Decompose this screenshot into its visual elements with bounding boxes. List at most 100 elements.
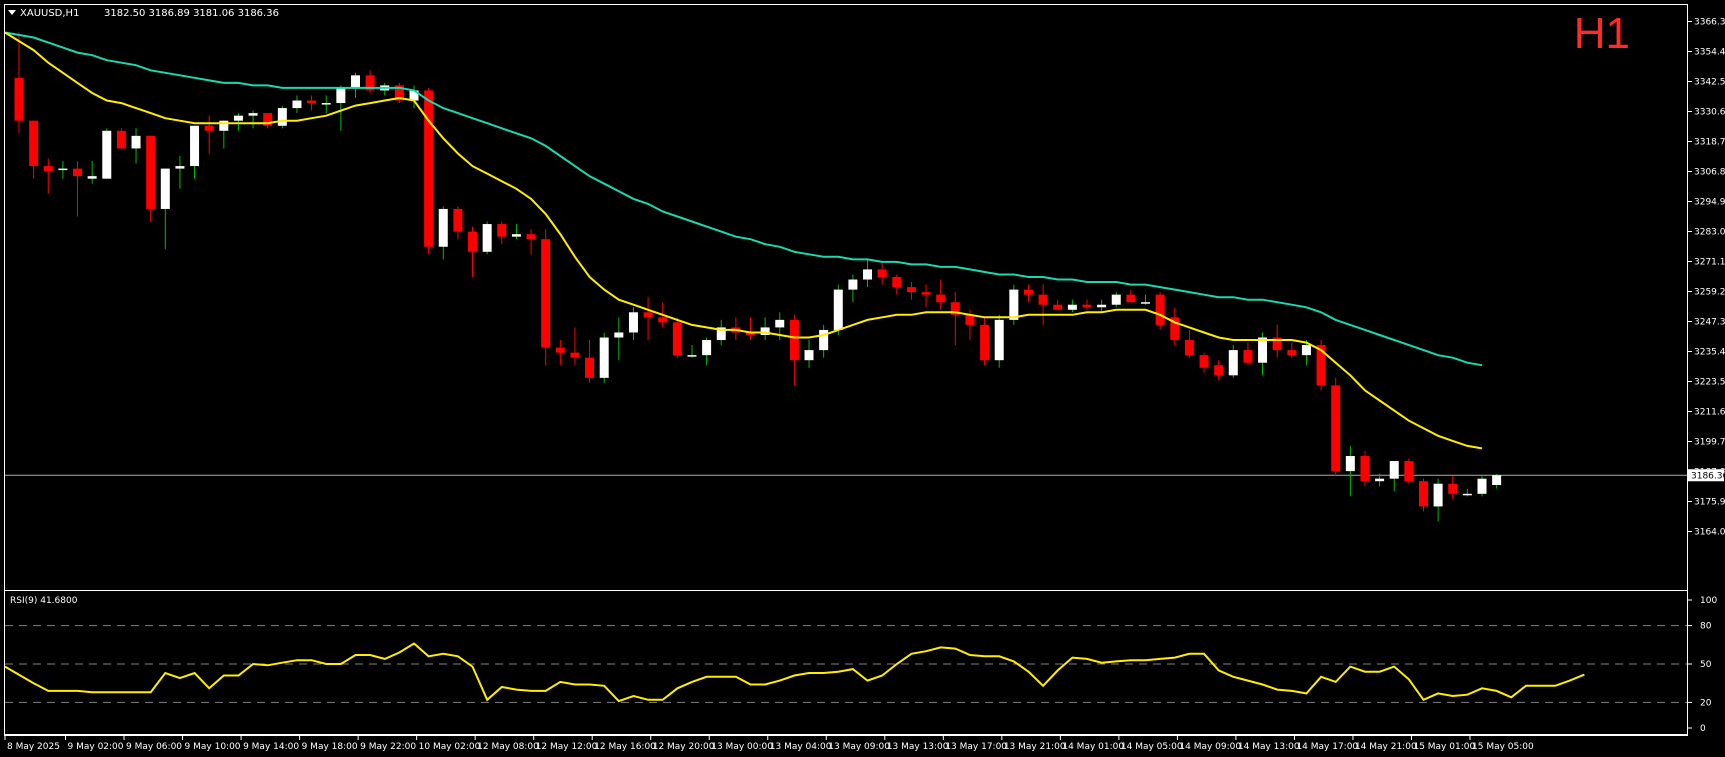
price-axis-ticks: 3366.35 3354.45 3342.55 3330.65 3318.75 3306.… [1687,18,1725,538]
rsi-tick-label: 80 [1700,622,1712,632]
price-tick-label: 3271.15 [1694,258,1725,268]
price-tick-label: 3318.75 [1694,138,1725,148]
time-axis-ticks: 8 May 2025 9 May 02:00 9 May 06:00 9 May 10… [4,735,1534,752]
candle-bear [1448,483,1458,494]
time-tick-label: 15 May 01:00 [1413,742,1475,752]
candle-bear [365,75,375,91]
candle-bull [702,340,712,356]
price-tick-label: 3306.85 [1694,168,1725,178]
candle-bear [980,324,990,361]
candle-bull [863,269,873,280]
rsi-levels [5,625,1687,703]
time-tick-label: 9 May 14:00 [243,742,299,752]
candle-bull [848,279,858,290]
candle-bear [643,312,653,318]
candle-bear [936,294,946,303]
price-tick-label: 3354.45 [1694,48,1725,58]
rsi-tick-label: 50 [1700,660,1712,670]
candle-bear [672,322,682,356]
candle-bull [1258,337,1268,363]
candle-bear [541,239,551,348]
candle-bull [1462,493,1472,496]
rsi-tick-label: 100 [1700,596,1717,606]
candle-bull [160,168,170,209]
candle-bull [819,329,829,351]
time-tick-label: 14 May 21:00 [1355,742,1417,752]
candle-bear [1155,294,1165,325]
candle-bear [950,302,960,315]
candle-bull [190,125,200,167]
candle-bear [1214,365,1224,376]
rsi-tick-label: 0 [1700,724,1706,734]
time-tick-label: 13 May 21:00 [1004,742,1066,752]
candle-bull [994,319,1004,361]
candle-bear [116,130,126,149]
price-tick-label: 3235.45 [1694,348,1725,358]
candle-bull [277,108,287,126]
candle-bear [1199,355,1209,368]
candle-bear [29,120,39,167]
candle-bear [585,357,595,378]
candle-bear [1316,345,1326,386]
candle-bull [628,312,638,333]
time-tick-label: 14 May 13:00 [1238,742,1300,752]
candle-bull [350,75,360,88]
time-tick-label: 12 May 12:00 [536,742,598,752]
time-tick-label: 13 May 04:00 [770,742,832,752]
price-tick-label: 3223.55 [1694,378,1725,388]
candle-bear [877,269,887,278]
candle-bull [482,224,492,252]
candle-bull [248,113,258,116]
candle-bear [1331,385,1341,472]
rsi-pane-frame [4,590,1688,735]
candle-bear [1360,455,1370,482]
ma-slow-line [4,31,1483,367]
candle-bull [219,120,229,131]
candle-bear [921,292,931,295]
candle-bull [687,355,697,357]
price-tick-label: 3211.65 [1694,408,1725,418]
candle-bear [892,277,902,288]
time-tick-label: 9 May 10:00 [185,742,241,752]
price-tick-label: 3164.05 [1694,528,1725,538]
symbol-menu-triangle-icon[interactable] [8,10,16,15]
ohlc-readout: 3182.50 3186.89 3181.06 3186.36 [104,8,279,19]
candle-bear [1404,461,1414,482]
candle-bull [102,130,112,179]
candle-bear [1418,481,1428,507]
candle-bull [1345,455,1355,472]
candle-bull [438,208,448,247]
price-tick-label: 3247.35 [1694,318,1725,328]
time-tick-label: 8 May 2025 [7,742,60,752]
candle-bull [804,350,814,361]
candle-bear [263,113,273,126]
candle-bear [570,352,580,358]
candle-bull [292,100,302,109]
candle-bull [336,87,346,104]
candle-bull [321,103,331,105]
candle-bear [146,135,156,209]
candle-bear [1126,294,1136,303]
candle-bear [906,287,916,293]
candles [14,32,1502,522]
candle-bear [658,317,668,323]
candle-bear [1272,337,1282,351]
price-tick-label: 3259.25 [1694,288,1725,298]
time-tick-label: 9 May 22:00 [360,742,416,752]
candle-bear [1184,340,1194,356]
candle-bull [1111,294,1121,305]
price-tick-label: 3342.55 [1694,78,1725,88]
time-tick-label: 12 May 20:00 [653,742,715,752]
candle-bull [131,135,141,149]
price-tick-label: 3330.65 [1694,108,1725,118]
time-tick-label: 13 May 13:00 [887,742,949,752]
candle-bear [555,347,565,353]
candle-bull [175,166,185,169]
time-tick-label: 13 May 00:00 [711,742,773,752]
price-tick-label: 3294.95 [1694,198,1725,208]
candle-bear [526,234,536,240]
time-tick-label: 12 May 16:00 [594,742,656,752]
time-tick-label: 14 May 09:00 [1179,742,1241,752]
candle-bear [204,125,214,131]
